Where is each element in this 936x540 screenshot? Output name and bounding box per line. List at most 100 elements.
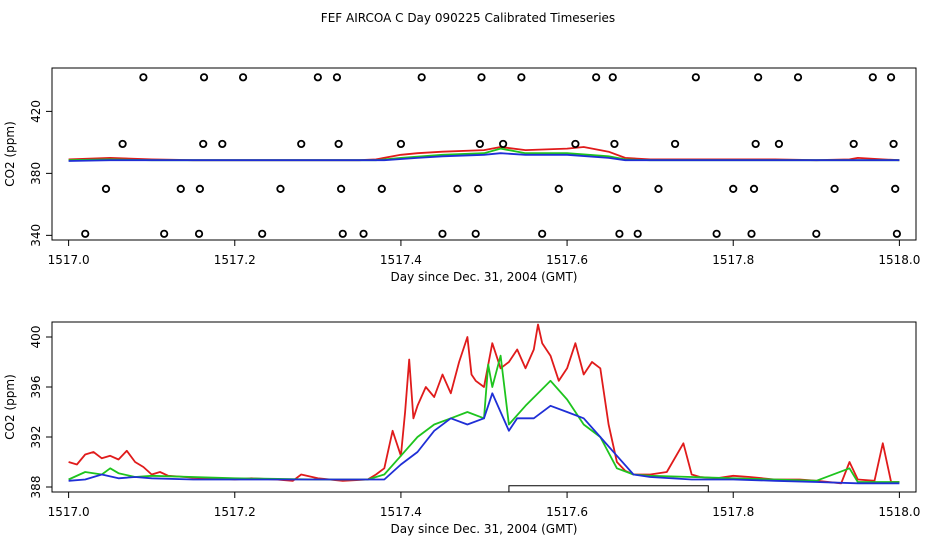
- top-marker-point: [729, 184, 738, 193]
- top-marker-point: [712, 229, 721, 238]
- top-x-tick-label: 1517.4: [380, 253, 422, 267]
- top-marker-point: [891, 184, 900, 193]
- bottom-plot-frame: [51, 321, 917, 493]
- top-marker-point: [194, 229, 204, 238]
- bottom-x-tick-label: 1518.0: [878, 505, 920, 519]
- top-marker-point: [830, 184, 839, 193]
- bottom-series-layer: [68, 323, 900, 485]
- bottom-y-tick-label: 400: [29, 326, 43, 349]
- top-marker-point: [612, 184, 622, 193]
- top-marker-point: [892, 229, 901, 238]
- top-x-tick-label: 1517.8: [712, 253, 754, 267]
- top-marker-point: [592, 73, 601, 82]
- top-x-axis-label: Day since Dec. 31, 2004 (GMT): [391, 270, 578, 284]
- top-marker-point: [118, 139, 127, 149]
- top-marker-point: [139, 73, 148, 82]
- top-marker-point: [889, 139, 898, 149]
- top-marker-point: [793, 73, 803, 82]
- bottom-x-axis-label: Day since Dec. 31, 2004 (GMT): [391, 522, 578, 536]
- top-marker-point: [812, 229, 821, 238]
- bottom-x-tick-label: 1517.6: [546, 505, 588, 519]
- top-marker-point: [608, 73, 617, 82]
- top-y-tick-label: 420: [29, 100, 43, 123]
- bottom-series-green-line: [68, 354, 900, 483]
- bottom-x-tick-label: 1517.8: [712, 505, 754, 519]
- top-x-tick-label: 1518.0: [878, 253, 920, 267]
- top-marker-point: [747, 229, 756, 238]
- top-x-tick-label: 1517.0: [48, 253, 90, 267]
- top-marker-point: [276, 184, 285, 193]
- top-marker-point: [654, 184, 663, 193]
- bottom-panel: 1517.0 1517.2 1517.4 1517.6 1517.8 1518.0 388…: [3, 321, 920, 536]
- top-marker-point: [218, 139, 227, 149]
- top-x-tick-label: 1517.2: [214, 253, 256, 267]
- top-marker-point: [338, 229, 347, 238]
- top-marker-point: [868, 73, 877, 82]
- bottom-series-red-line: [68, 323, 900, 485]
- top-marker-point: [199, 73, 209, 82]
- top-marker-point: [297, 139, 306, 149]
- top-marker-point: [396, 139, 406, 149]
- top-marker-point: [238, 73, 248, 82]
- top-x-tick-label: 1517.6: [546, 253, 588, 267]
- top-marker-point: [633, 229, 642, 238]
- top-marker-point: [377, 184, 386, 193]
- top-plot-frame: [51, 67, 917, 241]
- top-marker-point: [886, 73, 896, 82]
- top-marker-point: [359, 229, 368, 238]
- top-panel: 1517.0 1517.2 1517.4 1517.6 1517.8 1518.0 340…: [3, 67, 920, 284]
- top-marker-point: [160, 229, 169, 238]
- top-y-axis: 340 380 420: [29, 100, 52, 247]
- top-marker-point: [438, 229, 447, 238]
- top-marker-point: [475, 139, 484, 149]
- top-marker-point: [751, 139, 760, 149]
- bottom-annotation-bar: [508, 485, 709, 493]
- top-marker-point: [313, 73, 322, 82]
- top-series-layer: [68, 146, 900, 162]
- top-marker-point: [754, 73, 763, 82]
- top-marker-point: [554, 184, 563, 193]
- top-marker-point: [849, 139, 858, 149]
- top-marker-point: [332, 73, 342, 82]
- top-marker-point: [477, 73, 486, 82]
- chart-title: FEF AIRCOA C Day 090225 Calibrated Times…: [321, 11, 615, 25]
- top-marker-point: [195, 184, 204, 193]
- top-marker-point: [101, 184, 111, 193]
- top-series-blue-line: [68, 152, 900, 162]
- top-marker-point: [471, 229, 480, 238]
- bottom-y-tick-label: 396: [29, 376, 43, 399]
- top-marker-point: [258, 229, 267, 238]
- top-marker-point: [670, 139, 680, 149]
- top-x-axis: 1517.0 1517.2 1517.4 1517.6 1517.8 1518.0: [48, 240, 920, 267]
- top-marker-point: [176, 184, 185, 193]
- top-marker-point: [749, 184, 759, 193]
- top-y-axis-label: CO2 (ppm): [3, 121, 17, 187]
- bottom-series-blue-line: [68, 392, 900, 485]
- bottom-x-tick-label: 1517.0: [48, 505, 90, 519]
- top-y-tick-label: 380: [29, 162, 43, 185]
- top-marker-point: [691, 73, 700, 82]
- top-marker-point: [337, 184, 346, 193]
- top-marker-point: [199, 139, 208, 149]
- bottom-x-tick-label: 1517.4: [380, 505, 422, 519]
- bottom-x-axis: 1517.0 1517.2 1517.4 1517.6 1517.8 1518.0: [48, 492, 920, 519]
- bottom-annotation-layer: [508, 485, 709, 493]
- bottom-y-axis-label: CO2 (ppm): [3, 374, 17, 440]
- top-y-tick-label: 340: [29, 224, 43, 247]
- top-marker-point: [610, 139, 619, 149]
- top-marker-point: [453, 184, 462, 193]
- top-marker-layer: [81, 73, 901, 238]
- top-marker-point: [774, 139, 784, 149]
- bottom-y-axis: 388 392 396 400: [29, 326, 52, 498]
- top-marker-point: [417, 73, 426, 82]
- top-marker-point: [474, 184, 483, 193]
- top-marker-point: [499, 139, 508, 149]
- bottom-x-tick-label: 1517.2: [214, 505, 256, 519]
- top-marker-point: [81, 229, 90, 238]
- top-marker-point: [517, 73, 526, 82]
- top-marker-point: [334, 139, 343, 149]
- top-marker-point: [538, 229, 547, 238]
- top-marker-point: [615, 229, 624, 238]
- bottom-y-tick-label: 392: [29, 426, 43, 449]
